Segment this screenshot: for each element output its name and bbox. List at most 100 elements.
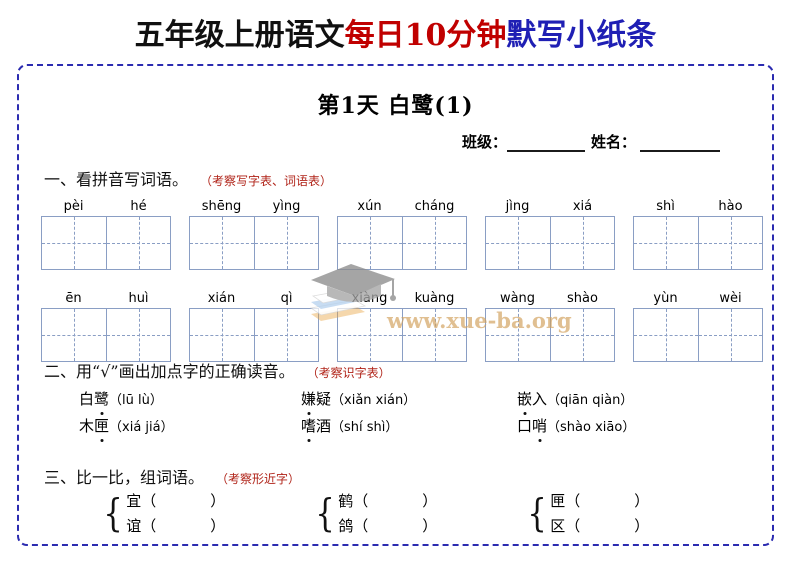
- brace-word-row[interactable]: 谊（ ）: [126, 515, 225, 536]
- pinyin-grid-area: pèi hé shēng yìng: [41, 194, 763, 378]
- choice-item[interactable]: 嵌入（qiān qiàn）: [517, 388, 737, 409]
- pinyin-syllable: huì: [128, 291, 149, 306]
- worksheet-inner: 第1天 白鹭(1) 班级： 姓名： 一、 看拼音写词语。 （考察写字表、词语表）…: [19, 66, 772, 544]
- tianzige-cell[interactable]: [254, 217, 318, 269]
- tianzige-cell[interactable]: [106, 217, 170, 269]
- choice-options[interactable]: （qiān qiàn）: [547, 393, 634, 408]
- choice-word-dotted: 鹭: [94, 390, 110, 408]
- choice-options[interactable]: （xiǎn xián）: [331, 393, 417, 408]
- tianzige-box[interactable]: [485, 308, 615, 362]
- student-info-row: 班级： 姓名：: [19, 131, 772, 152]
- tianzige-cell[interactable]: [254, 309, 318, 361]
- pinyin-syllable: shào: [567, 291, 598, 306]
- pinyin-labels: pèi hé: [41, 194, 171, 214]
- tianzige-cell[interactable]: [42, 309, 106, 361]
- choice-item[interactable]: 嗜酒（shí shì）: [301, 415, 517, 436]
- tianzige-cell[interactable]: [190, 309, 254, 361]
- choice-word-prefix: 口: [517, 417, 533, 435]
- similar-characters-area: { 宜（ ） 谊（ ） { 鹤（ ） 鸽（ ） { 匣（ ） 区（ ）: [101, 490, 771, 536]
- pinyin-cell: pèi hé: [41, 194, 171, 270]
- class-input-blank[interactable]: [506, 136, 585, 152]
- pinyin-syllable: xiàng: [351, 291, 388, 306]
- tianzige-cell[interactable]: [486, 217, 550, 269]
- choice-options[interactable]: （xiá jiá）: [109, 420, 174, 435]
- tianzige-box[interactable]: [337, 216, 467, 270]
- tianzige-cell[interactable]: [106, 309, 170, 361]
- tianzige-cell[interactable]: [402, 217, 466, 269]
- pinyin-syllable: yùn: [653, 291, 678, 306]
- title-segment-daily: 每日10分钟: [344, 18, 507, 53]
- section-3-number: 三、: [44, 468, 77, 487]
- pinyin-cell: yùn wèi: [633, 286, 763, 362]
- choice-word-dotted: 嗜: [301, 417, 317, 435]
- choice-row: 白鹭（lū lù） 嫌疑（xiǎn xián） 嵌入（qiān qiàn）: [79, 388, 769, 409]
- choice-word-prefix: 白: [79, 390, 95, 408]
- tianzige-box[interactable]: [189, 308, 319, 362]
- tianzige-cell[interactable]: [42, 217, 106, 269]
- tianzige-cell[interactable]: [634, 217, 698, 269]
- brace-word-row[interactable]: 区（ ）: [550, 515, 649, 536]
- section-2-number: 二、: [44, 362, 77, 381]
- pinyin-cell: jìng xiá: [485, 194, 615, 270]
- page-title-bar: 五年级上册语文每日10分钟默写小纸条: [0, 0, 791, 58]
- brace-char-close: ）: [210, 492, 226, 510]
- pinyin-syllable: yìng: [272, 199, 301, 214]
- tianzige-box[interactable]: [485, 216, 615, 270]
- tianzige-box[interactable]: [633, 308, 763, 362]
- pinyin-cell: wàng shào: [485, 286, 615, 362]
- tianzige-cell[interactable]: [550, 309, 614, 361]
- name-input-blank[interactable]: [640, 136, 720, 152]
- pinyin-labels: wàng shào: [485, 286, 615, 306]
- choice-word-dotted: 嫌: [301, 390, 317, 408]
- brace-char-open: 宜（: [126, 492, 157, 510]
- choice-item[interactable]: 嫌疑（xiǎn xián）: [301, 388, 517, 409]
- pinyin-cell: shēng yìng: [189, 194, 319, 270]
- pinyin-syllable: xián: [207, 291, 236, 306]
- tianzige-cell[interactable]: [634, 309, 698, 361]
- pinyin-labels: xún cháng: [337, 194, 467, 214]
- choice-word-suffix: 疑: [316, 390, 332, 408]
- tianzige-cell[interactable]: [698, 217, 762, 269]
- brace-char-open: 区（: [550, 517, 581, 535]
- brace-icon: {: [103, 491, 123, 535]
- tianzige-cell[interactable]: [190, 217, 254, 269]
- tianzige-cell[interactable]: [338, 309, 402, 361]
- pinyin-labels: shì hào: [633, 194, 763, 214]
- tianzige-box[interactable]: [41, 308, 171, 362]
- tianzige-cell[interactable]: [698, 309, 762, 361]
- brace-group: { 鹤（ ） 鸽（ ）: [313, 490, 525, 536]
- choice-row: 木匣（xiá jiá） 嗜酒（shí shì） 口哨（shào xiāo）: [79, 415, 769, 436]
- tianzige-box[interactable]: [633, 216, 763, 270]
- brace-word-row[interactable]: 鹤（ ）: [338, 490, 437, 511]
- tianzige-box[interactable]: [41, 216, 171, 270]
- brace-word-row[interactable]: 宜（ ）: [126, 490, 225, 511]
- tianzige-cell[interactable]: [486, 309, 550, 361]
- brace-group: { 匣（ ） 区（ ）: [525, 490, 737, 536]
- brace-char-close: ）: [210, 517, 226, 535]
- pinyin-syllable: wèi: [719, 291, 742, 306]
- choice-options[interactable]: （shào xiāo）: [547, 420, 636, 435]
- brace-word-row[interactable]: 匣（ ）: [550, 490, 649, 511]
- section-3-note: （考察形近字）: [216, 472, 301, 486]
- choice-item[interactable]: 木匣（xiá jiá）: [79, 415, 301, 436]
- pinyin-labels: xián qì: [189, 286, 319, 306]
- tianzige-cell[interactable]: [338, 217, 402, 269]
- choice-item[interactable]: 白鹭（lū lù）: [79, 388, 301, 409]
- page-title: 五年级上册语文每日10分钟默写小纸条: [135, 10, 657, 54]
- pinyin-cell: xún cháng: [337, 194, 467, 270]
- tianzige-cell[interactable]: [550, 217, 614, 269]
- brace-word-row[interactable]: 鸽（ ）: [338, 515, 437, 536]
- choice-item[interactable]: 口哨（shào xiāo）: [517, 415, 737, 436]
- section-2-heading: 二、 用“√”画出加点字的正确读音。 （考察识字表）: [44, 358, 391, 382]
- brace-char-close: ）: [634, 492, 650, 510]
- pinyin-syllable: xiá: [572, 199, 593, 214]
- pinyin-syllable: shì: [656, 199, 675, 214]
- choice-options[interactable]: （lū lù）: [109, 393, 163, 408]
- class-label: 班级：: [461, 133, 507, 151]
- tianzige-cell[interactable]: [402, 309, 466, 361]
- tianzige-box[interactable]: [337, 308, 467, 362]
- tianzige-box[interactable]: [189, 216, 319, 270]
- choice-options[interactable]: （shí shì）: [331, 420, 399, 435]
- choice-word-dotted: 匣: [94, 417, 110, 435]
- choice-word-suffix: 入: [532, 390, 548, 408]
